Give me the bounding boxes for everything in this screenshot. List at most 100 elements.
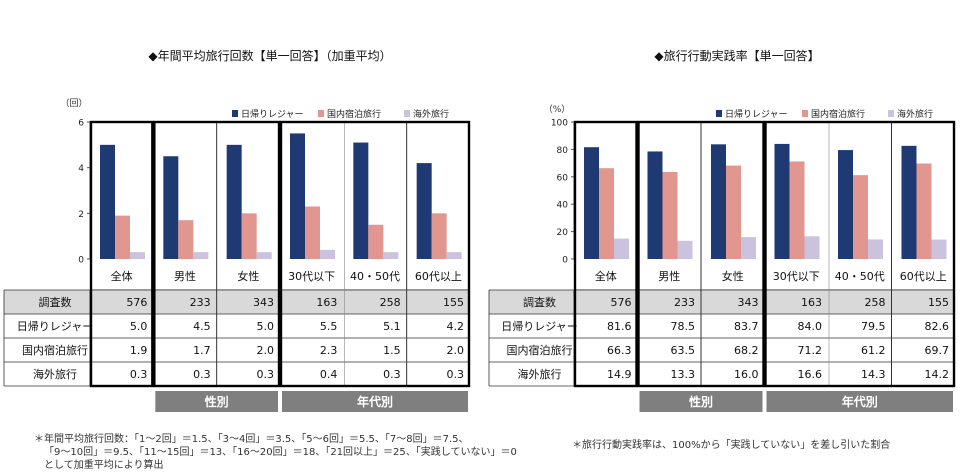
chart2-bar-2-4 [789, 161, 805, 259]
chart1-cell-4-5: 0.3 [383, 368, 401, 381]
chart2-cell-4-3: 16.0 [734, 368, 759, 381]
chart2-bar-2-5 [853, 175, 868, 259]
chart2-group-frame-1 [573, 120, 638, 388]
chart2-bar-1-4 [774, 143, 790, 259]
chart2-bar-3-5 [868, 239, 883, 259]
chart1-y-tick-label-1: 2 [78, 210, 84, 220]
chart2-legend-label-2: 国内宿泊旅行 [811, 108, 865, 120]
chart2-group-band-1 [639, 391, 763, 412]
chart1-cell-1-5: 258 [380, 296, 401, 309]
chart1-cell-3-5: 1.5 [383, 344, 401, 357]
chart2-cell-1-3: 343 [738, 296, 759, 309]
chart1-bar-1-3 [226, 144, 242, 259]
chart1-bar-2-6 [431, 213, 447, 259]
chart2-cell-4-6: 14.2 [925, 368, 950, 381]
chart2-legend-label-1: 日帰りレジャー [725, 108, 788, 120]
chart1-cell-4-2: 0.3 [193, 368, 211, 381]
chart2-y-tick-label-3: 60 [557, 173, 569, 183]
chart1-legend-label-3: 海外旅行 [413, 108, 449, 120]
chart1-cell-3-1: 1.9 [130, 344, 148, 357]
chart1-bar-2-3 [241, 213, 257, 259]
chart2-category-label-3: 女性 [722, 269, 744, 283]
chart1-bar-2-2 [178, 220, 194, 259]
chart1-bar-3-2 [193, 252, 209, 259]
chart1-cell-3-6: 2.0 [447, 344, 465, 357]
footnote-right: ＊旅行行動実践率は、100%から「実践していない」を差し引いた割合 [572, 440, 891, 451]
chart1-row-label-2: 日帰りレジャー [17, 320, 93, 333]
chart1-bar-3-1 [130, 252, 145, 259]
chart2-cell-3-4: 71.2 [798, 344, 823, 357]
chart1-category-label-3: 女性 [237, 269, 259, 283]
chart1-cell-4-3: 0.3 [257, 368, 275, 381]
chart2-bar-2-6 [916, 163, 932, 259]
chart1-row-label-1: 調査数 [39, 295, 72, 309]
chart1-cell-1-2: 233 [190, 296, 211, 309]
chart1-y-tick-label-3: 6 [78, 119, 84, 129]
chart1-group-frame-1 [89, 120, 154, 388]
chart1-bar-2-1 [115, 215, 130, 259]
chart2-bar-1-5 [838, 150, 853, 259]
chart2-cell-3-5: 61.2 [861, 344, 886, 357]
chart1-group-label-1: 性別 [204, 394, 229, 409]
chart1-bar-3-3 [256, 252, 272, 259]
chart1-legend-label-2: 国内宿泊旅行 [327, 108, 381, 120]
chart1-category-label-4: 30代以下 [288, 270, 335, 283]
chart2-cell-1-2: 233 [674, 296, 695, 309]
chart2-category-label-6: 60代以上 [900, 270, 947, 283]
chart2-cell-1-1: 576 [611, 296, 632, 309]
chart2-cell-4-1: 14.9 [607, 368, 632, 381]
chart2-bar-1-6 [901, 145, 917, 259]
chart1-group-band-1 [155, 391, 278, 412]
chart2-cell-4-2: 13.3 [671, 368, 696, 381]
chart2-cell-1-6: 155 [928, 296, 949, 309]
chart2-bar-2-1 [599, 168, 614, 259]
chart2-bar-3-1 [614, 238, 629, 259]
chart1-group-frame-3 [279, 120, 471, 388]
chart2-y-tick-label-1: 20 [557, 228, 569, 238]
chart2-bar-3-3 [741, 237, 756, 259]
chart2-bar-3-4 [804, 236, 820, 259]
chart2-category-label-5: 40・50代 [835, 270, 885, 283]
chart2-category-label-2: 男性 [658, 269, 680, 283]
chart1-cell-1-4: 163 [316, 296, 337, 309]
footnote-left-3: として加重平均により算出 [44, 460, 164, 471]
chart2-cell-2-4: 84.0 [798, 320, 823, 333]
chart2-row-label-2: 日帰りレジャー [501, 320, 577, 333]
chart1-table-header-fill [4, 290, 470, 314]
chart1-cell-2-1: 5.0 [130, 320, 148, 333]
chart1-y-unit-label: （回） [60, 98, 87, 109]
chart2-bar-1-2 [647, 151, 663, 259]
chart2-cell-1-4: 163 [801, 296, 822, 309]
chart1-bar-2-4 [305, 206, 320, 259]
chart1-category-label-5: 40・50代 [350, 270, 400, 283]
chart1-legend-swatch-1 [232, 110, 238, 117]
chart2-row-label-4: 海外旅行 [518, 367, 562, 381]
chart1-cell-1-6: 155 [443, 296, 464, 309]
chart2-y-tick-label-4: 80 [557, 146, 569, 156]
chart1-title: ◆年間平均旅行回数【単一回答】（加重平均） [148, 48, 391, 63]
chart1-legend-label-1: 日帰りレジャー [241, 108, 304, 120]
chart1-bar-3-6 [446, 252, 462, 259]
chart1-group-band-2 [282, 391, 468, 412]
chart1-cell-3-3: 2.0 [257, 344, 275, 357]
chart1-cell-2-4: 5.5 [320, 320, 338, 333]
chart2-cell-2-1: 81.6 [607, 320, 632, 333]
chart1-legend-swatch-3 [404, 110, 410, 117]
chart2-row-label-1: 調査数 [523, 295, 556, 309]
chart2-cell-4-5: 14.3 [861, 368, 886, 381]
chart2-group-frame-3 [764, 120, 956, 388]
chart2-legend-swatch-3 [888, 110, 894, 117]
chart2-cell-2-3: 83.7 [734, 320, 759, 333]
chart1-cell-4-4: 0.4 [320, 368, 338, 381]
chart2-y-unit-label: （%） [544, 104, 571, 115]
chart1-cell-2-3: 5.0 [257, 320, 275, 333]
chart1-cell-1-1: 576 [126, 296, 147, 309]
chart2-cell-4-4: 16.6 [798, 368, 823, 381]
chart1-bar-2-5 [368, 224, 384, 259]
footnote-left-2: 「9～10回」＝9.5、「11～15回」＝13、「16～20回」＝18、「21回… [44, 447, 517, 458]
chart2-title: ◆旅行行動実践率【単一回答】 [654, 48, 819, 63]
chart1-category-label-2: 男性 [174, 269, 196, 283]
chart1-bar-1-5 [353, 142, 369, 259]
chart1-bar-3-5 [383, 252, 399, 259]
